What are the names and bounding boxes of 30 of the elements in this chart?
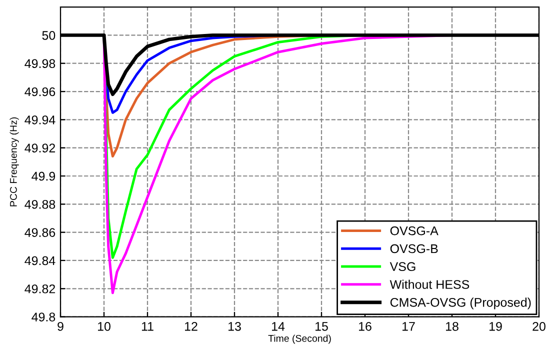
x-tick-label: 16	[359, 322, 372, 331]
x-tick-label: 19	[490, 322, 502, 331]
legend-label: CMSA-OVSG (Proposed)	[390, 298, 531, 310]
legend-label: Without HESS	[390, 280, 470, 289]
x-axis-title: Time (Second)	[268, 334, 331, 344]
x-tick-label: 18	[446, 322, 458, 331]
legend-label: OVSG-A	[390, 226, 438, 236]
x-tick-label: 10	[98, 322, 110, 331]
y-tick-label: 49.98	[24, 59, 56, 68]
y-tick-label: 49.92	[24, 144, 56, 152]
y-tick-label: 49.94	[24, 115, 56, 124]
y-axis-title: PCC Frequency (Hz)	[10, 117, 19, 206]
x-tick-label: 14	[272, 322, 285, 331]
x-tick-label: 9	[58, 322, 64, 331]
legend-label: VSG	[390, 262, 416, 272]
x-tick-label: 11	[142, 322, 154, 331]
x-tick-label: 13	[228, 322, 241, 331]
x-tick-label: 17	[402, 322, 415, 331]
y-tick-label: 49.9	[32, 172, 56, 181]
x-tick-label: 12	[185, 322, 198, 331]
y-tick-label: 49.96	[24, 87, 56, 96]
x-tick-label: 20	[532, 322, 546, 331]
y-tick-label: 49.8	[32, 312, 56, 322]
legend-label: OVSG-B	[390, 244, 438, 254]
y-tick-label: 49.88	[24, 200, 56, 209]
y-tick-label: 49.84	[24, 256, 56, 266]
y-tick-label: 50	[42, 31, 56, 40]
y-tick-label: 49.86	[24, 228, 56, 237]
y-tick-label: 49.82	[24, 284, 56, 294]
x-tick-label: 15	[316, 322, 328, 331]
